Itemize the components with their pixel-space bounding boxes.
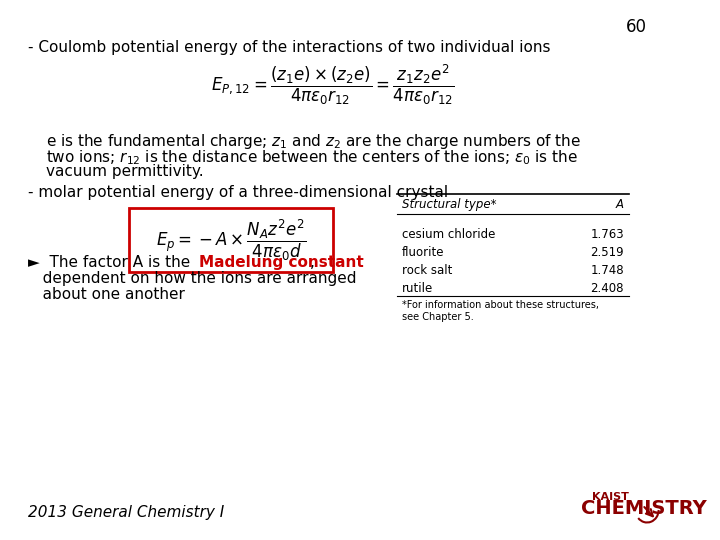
Text: 60: 60	[626, 18, 647, 36]
Text: two ions; $r_{12}$ is the distance between the centers of the ions; $\varepsilon: two ions; $r_{12}$ is the distance betwe…	[46, 148, 578, 167]
Text: rutile: rutile	[402, 282, 433, 295]
Text: e is the fundamental charge; $z_1$ and $z_2$ are the charge numbers of the: e is the fundamental charge; $z_1$ and $…	[46, 132, 581, 151]
Text: vacuum permittivity.: vacuum permittivity.	[46, 164, 204, 179]
Text: about one another: about one another	[28, 287, 184, 302]
Text: *For information about these structures,: *For information about these structures,	[402, 300, 599, 310]
Text: 2013 General Chemistry I: 2013 General Chemistry I	[28, 505, 224, 520]
Text: CHEMISTRY: CHEMISTRY	[580, 499, 706, 518]
Text: KAIST: KAIST	[592, 492, 629, 502]
Text: - Coulomb potential energy of the interactions of two individual ions: - Coulomb potential energy of the intera…	[28, 40, 550, 55]
Text: $E_p = -A \times \dfrac{N_A z^2 e^2}{4\pi\varepsilon_0 d}$: $E_p = -A \times \dfrac{N_A z^2 e^2}{4\p…	[156, 217, 306, 262]
Text: 1.748: 1.748	[590, 264, 624, 277]
Text: Madelung constant: Madelung constant	[199, 255, 364, 270]
Text: see Chapter 5.: see Chapter 5.	[402, 312, 474, 322]
Text: Structural type*: Structural type*	[402, 198, 497, 211]
Text: 2.408: 2.408	[590, 282, 624, 295]
Text: 1.763: 1.763	[590, 228, 624, 241]
Text: dependent on how the ions are arranged: dependent on how the ions are arranged	[28, 271, 356, 286]
Text: $E_{P,12} = \dfrac{(z_1 e) \times (z_2 e)}{4\pi\varepsilon_0 r_{12}} = \dfrac{z_: $E_{P,12} = \dfrac{(z_1 e) \times (z_2 e…	[211, 63, 454, 107]
Text: ►  The factor A is the: ► The factor A is the	[28, 255, 195, 270]
Text: 2.519: 2.519	[590, 246, 624, 259]
FancyArrowPatch shape	[644, 507, 653, 516]
Text: ,: ,	[310, 255, 315, 270]
Text: - molar potential energy of a three-dimensional crystal: - molar potential energy of a three-dime…	[28, 185, 448, 200]
Text: rock salt: rock salt	[402, 264, 452, 277]
Text: A: A	[616, 198, 624, 211]
Text: cesium chloride: cesium chloride	[402, 228, 495, 241]
Text: fluorite: fluorite	[402, 246, 445, 259]
